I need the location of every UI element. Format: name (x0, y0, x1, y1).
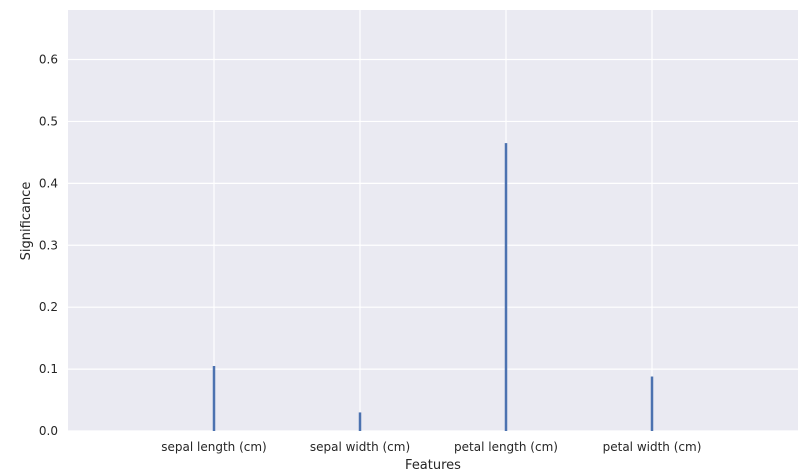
x-tick-label: sepal width (cm) (310, 440, 410, 454)
bar (504, 143, 508, 431)
plot-area (68, 10, 798, 431)
y-tick-label: 0.2 (39, 300, 58, 314)
bar (212, 365, 216, 431)
y-tick-label: 0.1 (39, 362, 58, 376)
x-tick-label: petal width (cm) (603, 440, 702, 454)
y-tick-labels: 0.0 0.1 0.2 0.3 0.4 0.5 0.6 (39, 53, 58, 438)
x-tick-label: sepal length (cm) (161, 440, 266, 454)
x-tick-labels: sepal length (cm) sepal width (cm) petal l… (161, 440, 701, 454)
y-tick-label: 0.5 (39, 114, 58, 128)
x-tick-label: petal length (cm) (454, 440, 558, 454)
y-tick-label: 0.4 (39, 176, 58, 190)
bar (650, 376, 654, 431)
x-axis-label: Features (405, 458, 461, 473)
y-tick-label: 0.6 (39, 53, 58, 67)
bars (212, 143, 654, 431)
bar (358, 412, 362, 431)
y-axis-label: Significance (19, 182, 34, 261)
y-tick-label: 0.0 (39, 424, 58, 438)
y-tick-label: 0.3 (39, 238, 58, 252)
